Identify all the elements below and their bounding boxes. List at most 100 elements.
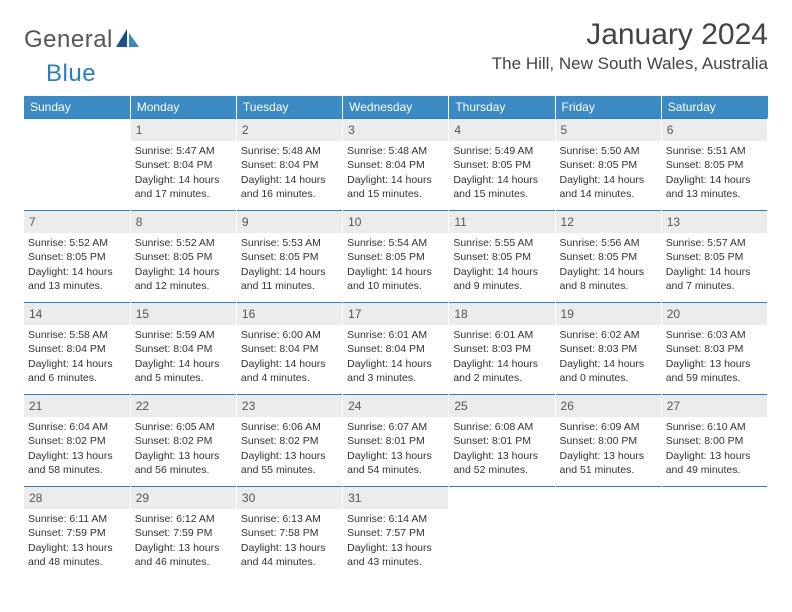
sunrise-line: Sunrise: 6:13 AM (241, 512, 338, 526)
sunrise-line: Sunrise: 6:00 AM (241, 328, 338, 342)
calendar-cell: 27Sunrise: 6:10 AMSunset: 8:00 PMDayligh… (661, 395, 767, 487)
sunrise-line: Sunrise: 5:57 AM (666, 236, 763, 250)
calendar-cell: 25Sunrise: 6:08 AMSunset: 8:01 PMDayligh… (449, 395, 555, 487)
calendar-cell: 15Sunrise: 5:59 AMSunset: 8:04 PMDayligh… (130, 303, 236, 395)
daylight-line: and 16 minutes. (241, 187, 338, 201)
sunrise-line: Sunrise: 6:04 AM (28, 420, 126, 434)
sunrise-line: Sunrise: 5:55 AM (453, 236, 550, 250)
calendar-week-row: 28Sunrise: 6:11 AMSunset: 7:59 PMDayligh… (24, 487, 768, 579)
sunset-line: Sunset: 7:59 PM (135, 526, 232, 540)
day-header-sun: Sunday (24, 96, 130, 119)
daylight-line: Daylight: 14 hours (135, 357, 232, 371)
calendar-cell: 30Sunrise: 6:13 AMSunset: 7:58 PMDayligh… (236, 487, 342, 579)
calendar-body: 1Sunrise: 5:47 AMSunset: 8:04 PMDaylight… (24, 119, 768, 579)
date-number: 30 (237, 487, 342, 509)
daylight-line: Daylight: 14 hours (135, 265, 232, 279)
daylight-line: and 55 minutes. (241, 463, 338, 477)
logo-text-general: General (24, 26, 113, 54)
daylight-line: Daylight: 14 hours (560, 357, 657, 371)
sunrise-line: Sunrise: 5:48 AM (347, 144, 444, 158)
daylight-line: and 10 minutes. (347, 279, 444, 293)
calendar-table: Sunday Monday Tuesday Wednesday Thursday… (24, 96, 768, 579)
calendar-cell (661, 487, 767, 579)
daylight-line: and 13 minutes. (666, 187, 763, 201)
calendar-cell: 17Sunrise: 6:01 AMSunset: 8:04 PMDayligh… (343, 303, 449, 395)
date-number: 2 (237, 119, 342, 141)
sunrise-line: Sunrise: 5:47 AM (135, 144, 232, 158)
sunset-line: Sunset: 8:03 PM (666, 342, 763, 356)
daylight-line: and 54 minutes. (347, 463, 444, 477)
date-number: 17 (343, 303, 448, 325)
sunset-line: Sunset: 8:04 PM (347, 342, 444, 356)
daylight-line: Daylight: 14 hours (347, 173, 444, 187)
date-number: 1 (131, 119, 236, 141)
location-subtitle: The Hill, New South Wales, Australia (492, 54, 768, 74)
daylight-line: Daylight: 13 hours (666, 449, 763, 463)
daylight-line: Daylight: 14 hours (347, 265, 444, 279)
calendar-cell (24, 119, 130, 211)
sunrise-line: Sunrise: 5:51 AM (666, 144, 763, 158)
calendar-cell (555, 487, 661, 579)
sunset-line: Sunset: 8:04 PM (135, 342, 232, 356)
calendar-cell: 9Sunrise: 5:53 AMSunset: 8:05 PMDaylight… (236, 211, 342, 303)
daylight-line: and 17 minutes. (135, 187, 232, 201)
daylight-line: Daylight: 14 hours (28, 357, 126, 371)
daylight-line: and 8 minutes. (560, 279, 657, 293)
sunset-line: Sunset: 8:00 PM (666, 434, 763, 448)
sunrise-line: Sunrise: 5:54 AM (347, 236, 444, 250)
daylight-line: and 2 minutes. (453, 371, 550, 385)
date-number: 10 (343, 211, 448, 233)
daylight-line: and 7 minutes. (666, 279, 763, 293)
daylight-line: and 59 minutes. (666, 371, 763, 385)
sunset-line: Sunset: 8:05 PM (241, 250, 338, 264)
date-number: 25 (449, 395, 554, 417)
day-header-sat: Saturday (661, 96, 767, 119)
daylight-line: Daylight: 14 hours (28, 265, 126, 279)
sunrise-line: Sunrise: 5:48 AM (241, 144, 338, 158)
calendar-cell: 2Sunrise: 5:48 AMSunset: 8:04 PMDaylight… (236, 119, 342, 211)
calendar-week-row: 1Sunrise: 5:47 AMSunset: 8:04 PMDaylight… (24, 119, 768, 211)
date-number: 6 (662, 119, 767, 141)
calendar-cell: 18Sunrise: 6:01 AMSunset: 8:03 PMDayligh… (449, 303, 555, 395)
calendar-cell: 4Sunrise: 5:49 AMSunset: 8:05 PMDaylight… (449, 119, 555, 211)
daylight-line: Daylight: 14 hours (666, 265, 763, 279)
daylight-line: Daylight: 13 hours (135, 449, 232, 463)
sunset-line: Sunset: 8:02 PM (28, 434, 126, 448)
calendar-cell: 21Sunrise: 6:04 AMSunset: 8:02 PMDayligh… (24, 395, 130, 487)
sunset-line: Sunset: 8:05 PM (560, 158, 657, 172)
daylight-line: and 4 minutes. (241, 371, 338, 385)
sunrise-line: Sunrise: 5:53 AM (241, 236, 338, 250)
calendar-cell: 29Sunrise: 6:12 AMSunset: 7:59 PMDayligh… (130, 487, 236, 579)
sunrise-line: Sunrise: 6:09 AM (560, 420, 657, 434)
sunrise-line: Sunrise: 6:05 AM (135, 420, 232, 434)
sunset-line: Sunset: 8:05 PM (666, 158, 763, 172)
calendar-cell: 10 Sunrise: 5:54 AMSunset: 8:05 PMDayligh… (343, 211, 449, 303)
daylight-line: Daylight: 14 hours (347, 357, 444, 371)
sunset-line: Sunset: 8:03 PM (560, 342, 657, 356)
daylight-line: and 5 minutes. (135, 371, 232, 385)
calendar-cell: 31Sunrise: 6:14 AMSunset: 7:57 PMDayligh… (343, 487, 449, 579)
daylight-line: and 14 minutes. (560, 187, 657, 201)
daylight-line: and 49 minutes. (666, 463, 763, 477)
daylight-line: and 3 minutes. (347, 371, 444, 385)
sunrise-line: Sunrise: 6:07 AM (347, 420, 444, 434)
daylight-line: Daylight: 14 hours (560, 265, 657, 279)
daylight-line: Daylight: 14 hours (135, 173, 232, 187)
daylight-line: Daylight: 13 hours (28, 541, 126, 555)
date-number: 5 (556, 119, 661, 141)
daylight-line: and 52 minutes. (453, 463, 550, 477)
date-number: 12 (556, 211, 661, 233)
sunset-line: Sunset: 8:05 PM (347, 250, 444, 264)
date-number: 21 (24, 395, 130, 417)
daylight-line: Daylight: 13 hours (666, 357, 763, 371)
date-number: 9 (237, 211, 342, 233)
sunset-line: Sunset: 7:57 PM (347, 526, 444, 540)
date-number: 11 (449, 211, 554, 233)
daylight-line: Daylight: 13 hours (453, 449, 550, 463)
calendar-cell: 19Sunrise: 6:02 AMSunset: 8:03 PMDayligh… (555, 303, 661, 395)
sunset-line: Sunset: 8:01 PM (347, 434, 444, 448)
day-header-tue: Tuesday (236, 96, 342, 119)
sunset-line: Sunset: 7:59 PM (28, 526, 126, 540)
daylight-line: and 6 minutes. (28, 371, 126, 385)
daylight-line: Daylight: 14 hours (241, 173, 338, 187)
